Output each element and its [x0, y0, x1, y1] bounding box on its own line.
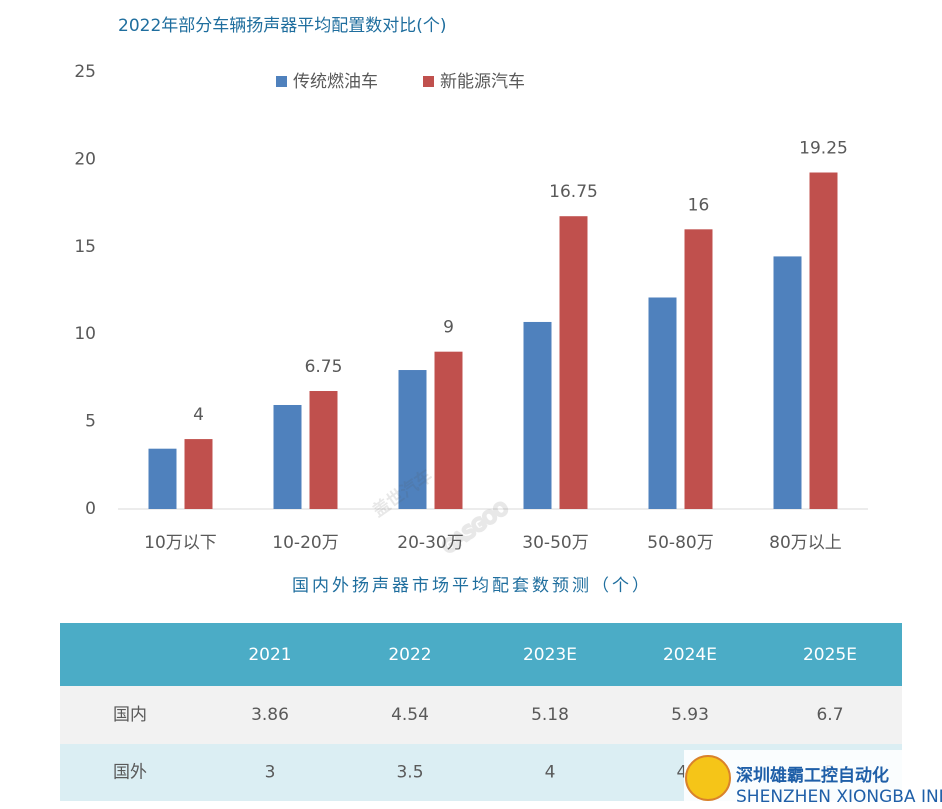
- chart: 0 5 10 15 20 25 传统燃油车 新能源汽车 10万以下 4 10-20万 6.75 20-3…: [74, 62, 868, 553]
- table-header-bg: [60, 623, 902, 686]
- table-row-bg: [60, 686, 902, 744]
- column-header: 2024E: [663, 645, 717, 665]
- column-header: 2025E: [803, 645, 857, 665]
- x-tick-label: 10万以下: [144, 533, 217, 553]
- data-label: 9: [443, 318, 454, 338]
- legend-swatch: [276, 76, 287, 87]
- logo-icon: [685, 755, 731, 801]
- legend-label: 新能源汽车: [440, 72, 525, 92]
- table-cell: 3: [265, 763, 276, 783]
- logo-subtitle: SHENZHEN XIONGBA INDUSTRIAL AUTOMATION: [736, 787, 942, 807]
- bar: [434, 351, 463, 509]
- bar: [184, 439, 213, 509]
- table-cell: 5.18: [531, 705, 569, 725]
- logo-name: 深圳雄霸工控自动化: [736, 765, 889, 786]
- y-tick-label: 25: [74, 62, 96, 82]
- row-label: 国外: [113, 763, 147, 783]
- y-tick-label: 10: [74, 324, 96, 344]
- chart-title: 2022年部分车辆扬声器平均配置数对比(个): [118, 16, 447, 36]
- bar: [309, 391, 338, 509]
- data-label: 16.75: [549, 182, 598, 202]
- y-tick-label: 0: [85, 499, 96, 519]
- bar: [523, 321, 552, 509]
- bar: [273, 404, 302, 509]
- bar: [148, 448, 177, 509]
- data-label: 16: [688, 195, 710, 215]
- logo: 深圳雄霸工控自动化 SHENZHEN XIONGBA INDUSTRIAL AU…: [684, 750, 942, 809]
- table-cell: 3.5: [396, 763, 423, 783]
- data-label: 4: [193, 405, 204, 425]
- bar: [398, 370, 427, 509]
- x-tick-label: 30-50万: [522, 533, 588, 553]
- data-label: 6.75: [305, 357, 343, 377]
- table-cell: 5.93: [671, 705, 709, 725]
- table-title: 国内外扬声器市场平均配套数预测（个）: [292, 576, 652, 596]
- bar: [809, 172, 838, 509]
- x-tick-label: 50-80万: [647, 533, 713, 553]
- table-cell: 4.54: [391, 705, 429, 725]
- x-tick-label: 10-20万: [272, 533, 338, 553]
- y-tick-label: 20: [74, 149, 96, 169]
- x-tick-label: 80万以上: [769, 533, 842, 553]
- x-tick-label: 20-30万: [397, 533, 463, 553]
- column-header: 2023E: [523, 645, 577, 665]
- y-tick-label: 5: [85, 412, 96, 432]
- column-header: 2021: [248, 645, 291, 665]
- row-label: 国内: [113, 705, 147, 725]
- table-cell: 6.7: [816, 705, 843, 725]
- y-tick-label: 15: [74, 237, 96, 257]
- bar: [559, 216, 588, 509]
- table-cell: 3.86: [251, 705, 289, 725]
- legend-label: 传统燃油车: [293, 72, 378, 92]
- bar: [684, 229, 713, 509]
- bar: [648, 297, 677, 509]
- column-header: 2022: [388, 645, 431, 665]
- legend-swatch: [423, 76, 434, 87]
- table-cell: 4: [545, 763, 556, 783]
- data-label: 19.25: [799, 139, 848, 159]
- bar: [773, 256, 802, 509]
